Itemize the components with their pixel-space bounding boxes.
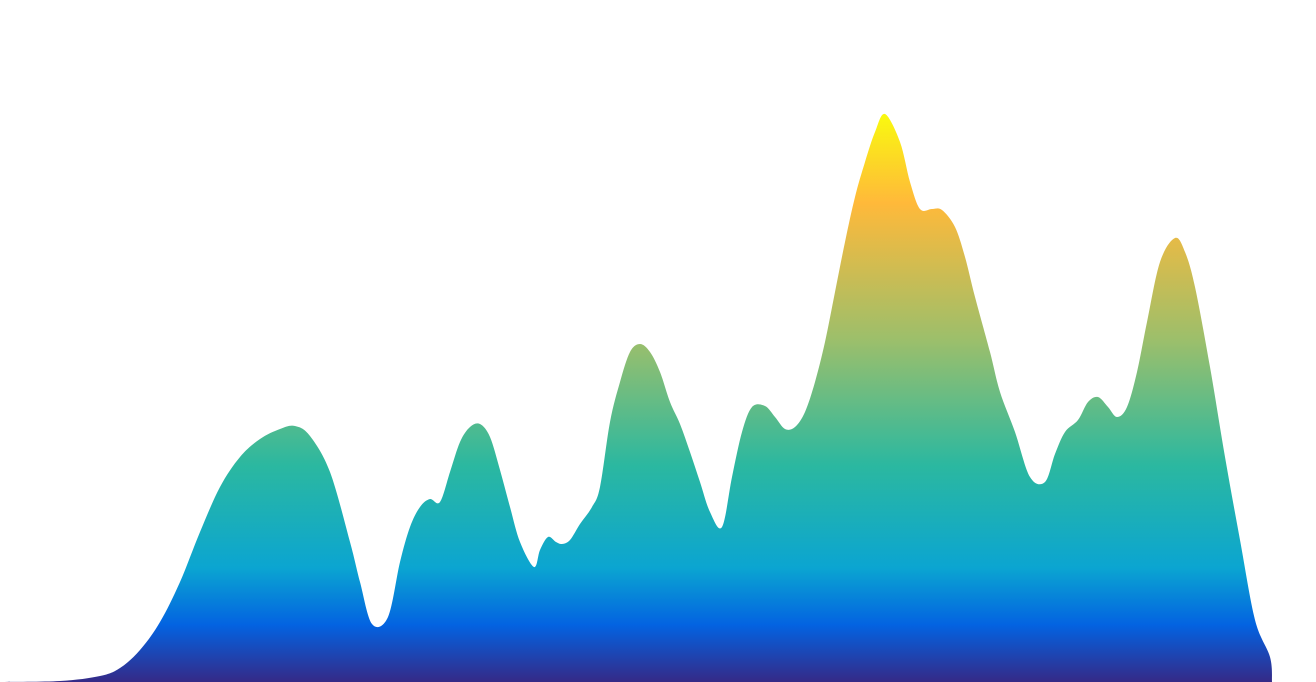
plot-area [0,113,1272,682]
area-series [0,113,1272,682]
